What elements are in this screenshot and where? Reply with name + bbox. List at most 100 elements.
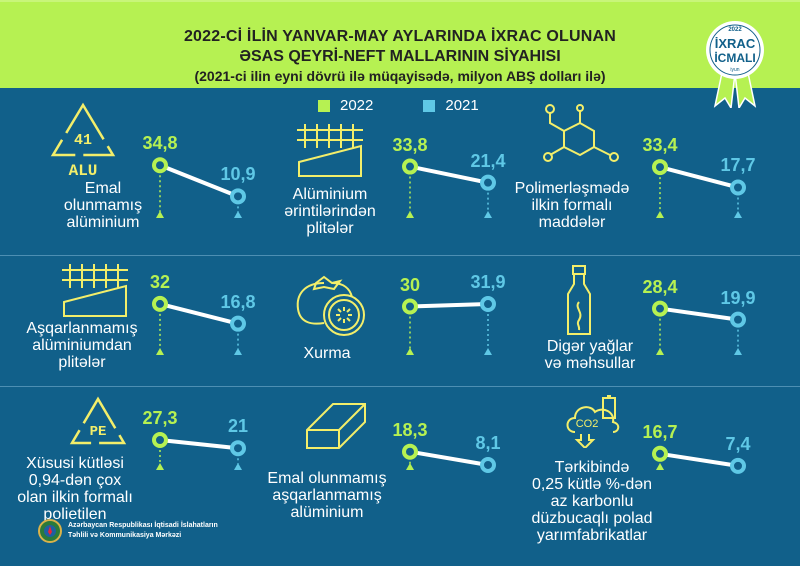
item-label-line: alüminium <box>290 504 364 521</box>
axis-marker-2022 <box>406 463 414 470</box>
item-label: Polimerləşmədə ilkin formalı maddələr <box>515 180 630 231</box>
item-label: Emal olunmamış aşqarlanmamış alüminium <box>267 470 386 521</box>
item-label-line: düzbucaqlı polad <box>531 510 653 527</box>
slope-line <box>659 451 739 468</box>
point-2021 <box>480 456 496 473</box>
header: 2022-Cİ İLİN YANVAR-MAY AYLARINDA İXRAC … <box>0 0 800 88</box>
item-label-line: ilkin formalı <box>531 197 613 214</box>
item-label-line: olan ilkin formalı <box>17 489 133 506</box>
value-2022: 27,3 <box>142 408 178 428</box>
badge-month: iyun <box>730 67 739 73</box>
item-label-line: olunmamış <box>63 197 143 214</box>
item-label-line: Digər yağlar <box>546 338 634 355</box>
aluminium-plate-icon <box>297 124 363 177</box>
value-2022: 16,7 <box>642 421 678 442</box>
point-2022 <box>152 432 168 449</box>
title-line-2: ƏSAS QEYRİ-NEFT MALLARININ SİYAHISI <box>239 48 561 65</box>
row-divider <box>0 386 800 387</box>
legend-swatch-2021 <box>423 99 436 112</box>
badge-line2: İCMALI <box>714 50 755 65</box>
point-2022 <box>402 158 418 175</box>
value-2021: 31,9 <box>470 272 506 293</box>
item-label-line: Tərkibində <box>554 459 630 476</box>
point-2021 <box>730 311 746 328</box>
slope-line <box>159 163 239 199</box>
point-2022 <box>652 300 668 317</box>
point-2021 <box>230 440 246 457</box>
legend-swatch-2022 <box>318 99 330 112</box>
item-label: Xurma <box>303 345 350 362</box>
item-label: Aşqarlanmamış alüminiumdan plitələr <box>26 320 137 371</box>
item-label-line: Polimerləşmədə <box>514 180 630 197</box>
axis-marker-2021 <box>734 211 742 218</box>
axis-marker-2022 <box>656 211 664 218</box>
value-2021: 21,4 <box>470 150 506 171</box>
axis-marker-2022 <box>156 463 164 470</box>
item-label-line: ərintilərindən <box>284 203 376 220</box>
item-label: Tərkibində 0,25 kütlə %-dən az karbonlu düz… <box>532 459 653 544</box>
item-label-line: polietilen <box>43 506 107 523</box>
point-2022 <box>652 445 668 462</box>
item-label-line: Emal olunmamış <box>267 470 387 487</box>
aluminium-bar-icon <box>306 403 366 449</box>
recycle-pe-icon: PE <box>69 396 127 445</box>
value-2021: 7,4 <box>725 433 751 454</box>
axis-marker-2022 <box>156 211 164 218</box>
item-label-line: Xüsusi kütləsi <box>26 455 124 472</box>
axis-marker-2021 <box>734 348 742 355</box>
oil-bottle-icon <box>567 265 591 335</box>
value-2021: 17,7 <box>720 155 756 176</box>
legend: 2022 2021 <box>318 97 479 114</box>
slope-line <box>409 302 489 309</box>
svg-text:CO2: CO2 <box>576 418 599 430</box>
value-2022: 28,4 <box>642 276 678 297</box>
axis-marker-2021 <box>234 463 242 470</box>
axis-marker-2021 <box>484 211 492 218</box>
subtitle: (2021-ci ilin eyni dövrü ilə müqayisədə,… <box>194 68 606 84</box>
badge-year: 2022 <box>728 27 742 33</box>
item-label-line: aşqarlanmamış <box>272 487 382 504</box>
item-label-line: alüminium <box>66 214 140 231</box>
molecule-icon <box>543 104 619 162</box>
item-label-line: Xurma <box>303 345 351 362</box>
row-divider <box>0 255 800 256</box>
slope-line <box>159 438 239 451</box>
footer-line1: Azərbaycan Respublikası İqtisadi İslahat… <box>68 522 218 529</box>
svg-text:ALU: ALU <box>69 162 98 180</box>
persimmon-icon <box>296 275 365 336</box>
slope-line <box>659 306 739 322</box>
value-2021: 19,9 <box>720 287 756 308</box>
item-label-line: Emal <box>84 180 122 197</box>
axis-marker-2022 <box>406 211 414 218</box>
item-label-line: 0,25 kütlə %-dən <box>531 476 653 493</box>
item-label: Emal olunmamış alüminium <box>64 180 142 231</box>
item-label: Digər yağlar və məhsullar <box>545 338 636 372</box>
point-2022 <box>402 298 418 315</box>
item-label-line: alüminiumdan <box>32 337 132 354</box>
value-2022: 18,3 <box>392 419 428 440</box>
slope-line <box>159 301 239 326</box>
item-label-line: 0,94-dən çox <box>28 472 122 489</box>
value-2021: 8,1 <box>475 432 501 453</box>
point-2021 <box>230 188 246 205</box>
point-2022 <box>652 159 668 176</box>
value-2021: 10,9 <box>220 164 256 185</box>
legend-2021: 2021 <box>445 97 479 114</box>
point-2022 <box>402 443 418 460</box>
badge-line1: İXRAC <box>715 36 756 51</box>
item-label-line: az karbonlu <box>550 493 634 510</box>
value-2021: 21 <box>227 416 249 437</box>
axis-marker-2022 <box>656 348 664 355</box>
value-2021: 16,8 <box>220 291 256 312</box>
item-label-line: plitələr <box>58 354 106 371</box>
legend-2022: 2022 <box>340 97 374 114</box>
point-2021 <box>480 296 496 313</box>
point-2021 <box>730 457 746 474</box>
point-2021 <box>480 174 496 191</box>
item-label-line: və məhsullar <box>544 355 636 372</box>
point-2022 <box>152 295 168 312</box>
item-label-line: Aşqarlanmamış <box>26 320 138 337</box>
value-2022: 32 <box>149 271 171 292</box>
coat-of-arms-logo <box>38 519 62 543</box>
axis-marker-2022 <box>656 463 664 470</box>
